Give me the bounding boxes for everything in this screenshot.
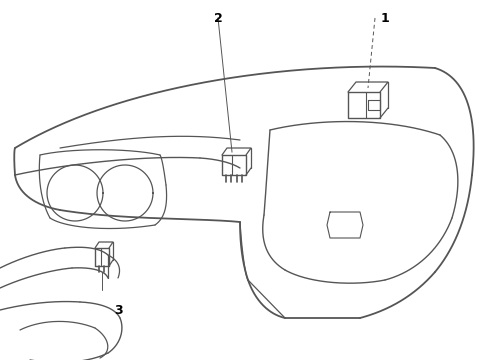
Text: 2: 2 — [214, 12, 222, 24]
Text: 3: 3 — [114, 303, 122, 316]
Text: 1: 1 — [381, 12, 390, 24]
